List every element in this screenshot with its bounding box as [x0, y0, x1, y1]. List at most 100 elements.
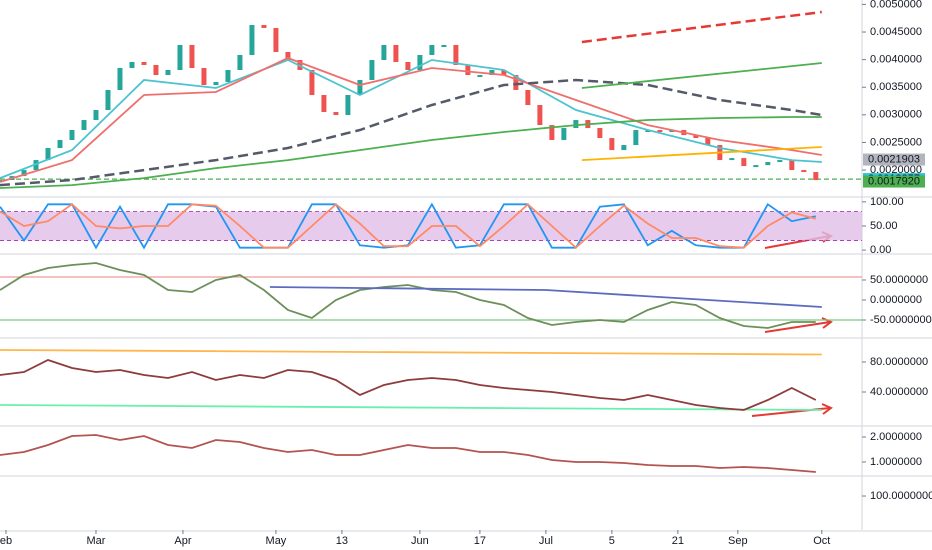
series-line — [0, 349, 822, 356]
y-tick-label: 2.0000000 — [870, 431, 922, 443]
y-tick-label: 0.0050000 — [870, 0, 922, 10]
y-tick-label: 0.0035000 — [870, 81, 922, 93]
series-line — [581, 10, 822, 44]
y-tick-label: 0.0000000 — [870, 294, 922, 306]
candle — [513, 75, 519, 90]
candle — [801, 170, 807, 173]
y-tick-label: 0.00 — [870, 244, 891, 256]
candle — [81, 120, 87, 131]
candle — [645, 130, 651, 133]
candle — [765, 162, 771, 166]
candle — [609, 138, 615, 151]
arrow-head — [821, 403, 833, 415]
series-line — [0, 116, 822, 189]
price-tag-label: 0.0017920 — [868, 175, 920, 187]
pane: 80.0000000 40.0000000 — [0, 349, 928, 411]
candle — [381, 44, 387, 61]
candle — [693, 135, 699, 139]
candle — [273, 27, 279, 53]
candle — [333, 112, 339, 116]
y-tick-label: 0.0020000 — [870, 164, 922, 176]
candle — [501, 70, 507, 76]
candle — [357, 80, 363, 96]
x-tick-label: Oct — [813, 535, 830, 547]
candle — [93, 110, 99, 121]
candle — [525, 89, 531, 106]
series-line — [581, 146, 822, 161]
candle — [105, 89, 111, 111]
x-tick-label: 13 — [336, 535, 348, 547]
y-tick-label: 80.0000000 — [870, 356, 928, 368]
series-line — [0, 404, 822, 411]
price-tag — [863, 175, 925, 188]
arrow — [764, 321, 831, 333]
x-tick-label: Jul — [539, 535, 553, 547]
candle — [741, 158, 747, 167]
candle — [549, 125, 555, 141]
candle — [489, 70, 495, 76]
y-tick-label: 0.0045000 — [870, 26, 922, 38]
candle — [465, 64, 471, 76]
candle — [153, 64, 159, 76]
y-tick-label: 40.0000000 — [870, 386, 928, 398]
candle — [777, 160, 783, 163]
y-tick-label: 0.0040000 — [870, 54, 922, 66]
candle — [573, 120, 579, 129]
arrow-head — [821, 317, 833, 329]
y-tick-label: 1.0000000 — [870, 456, 922, 468]
x-tick-label: Mar — [87, 535, 106, 547]
candle — [261, 25, 267, 28]
x-tick-label: May — [266, 535, 287, 547]
candle — [669, 130, 675, 133]
candle — [321, 95, 327, 113]
candle — [813, 172, 819, 181]
y-tick-label: 0.0030000 — [870, 109, 922, 121]
price-tag — [863, 153, 925, 166]
candle — [213, 81, 219, 86]
x-tick-label: Jun — [411, 535, 429, 547]
candle — [537, 105, 543, 126]
candle — [453, 44, 459, 65]
y-tick-label: 50.00 — [870, 220, 898, 232]
pane: 100.0000000 — [862, 490, 932, 502]
series-line — [581, 62, 822, 89]
y-tick-label: 100.0000000 — [870, 490, 932, 502]
candle — [345, 95, 351, 116]
candle — [633, 130, 639, 146]
candle — [789, 160, 795, 171]
candle — [417, 54, 423, 71]
candle — [561, 128, 567, 141]
candle — [393, 44, 399, 63]
candle — [165, 70, 171, 76]
candle — [753, 165, 759, 168]
pane: 100.00 50.00 0.00 — [0, 196, 904, 256]
candle — [249, 25, 255, 55]
candle — [405, 62, 411, 71]
candle — [429, 44, 435, 55]
candle — [225, 70, 231, 82]
candle — [597, 128, 603, 139]
series-line — [0, 59, 822, 179]
candle — [705, 138, 711, 146]
candle — [657, 130, 663, 133]
candle — [21, 170, 27, 177]
y-tick-label: 100.00 — [870, 196, 904, 208]
series-line — [0, 57, 822, 183]
candle — [369, 60, 375, 81]
candle — [129, 62, 135, 69]
price-tag-label: 0.0021903 — [868, 153, 920, 165]
series-line — [0, 434, 816, 473]
x-tick-label: 5 — [609, 535, 615, 547]
y-tick-label: 50.0000000 — [870, 274, 928, 286]
candle — [201, 68, 207, 86]
candle — [237, 54, 243, 71]
candle — [729, 158, 735, 161]
series-line — [0, 78, 823, 187]
x-tick-label: 17 — [474, 535, 486, 547]
candle — [621, 145, 627, 151]
candle — [441, 44, 447, 47]
x-tick-label: Sep — [728, 535, 748, 547]
candle — [141, 62, 147, 65]
x-tick-label: 21 — [672, 535, 684, 547]
candle — [177, 44, 183, 71]
